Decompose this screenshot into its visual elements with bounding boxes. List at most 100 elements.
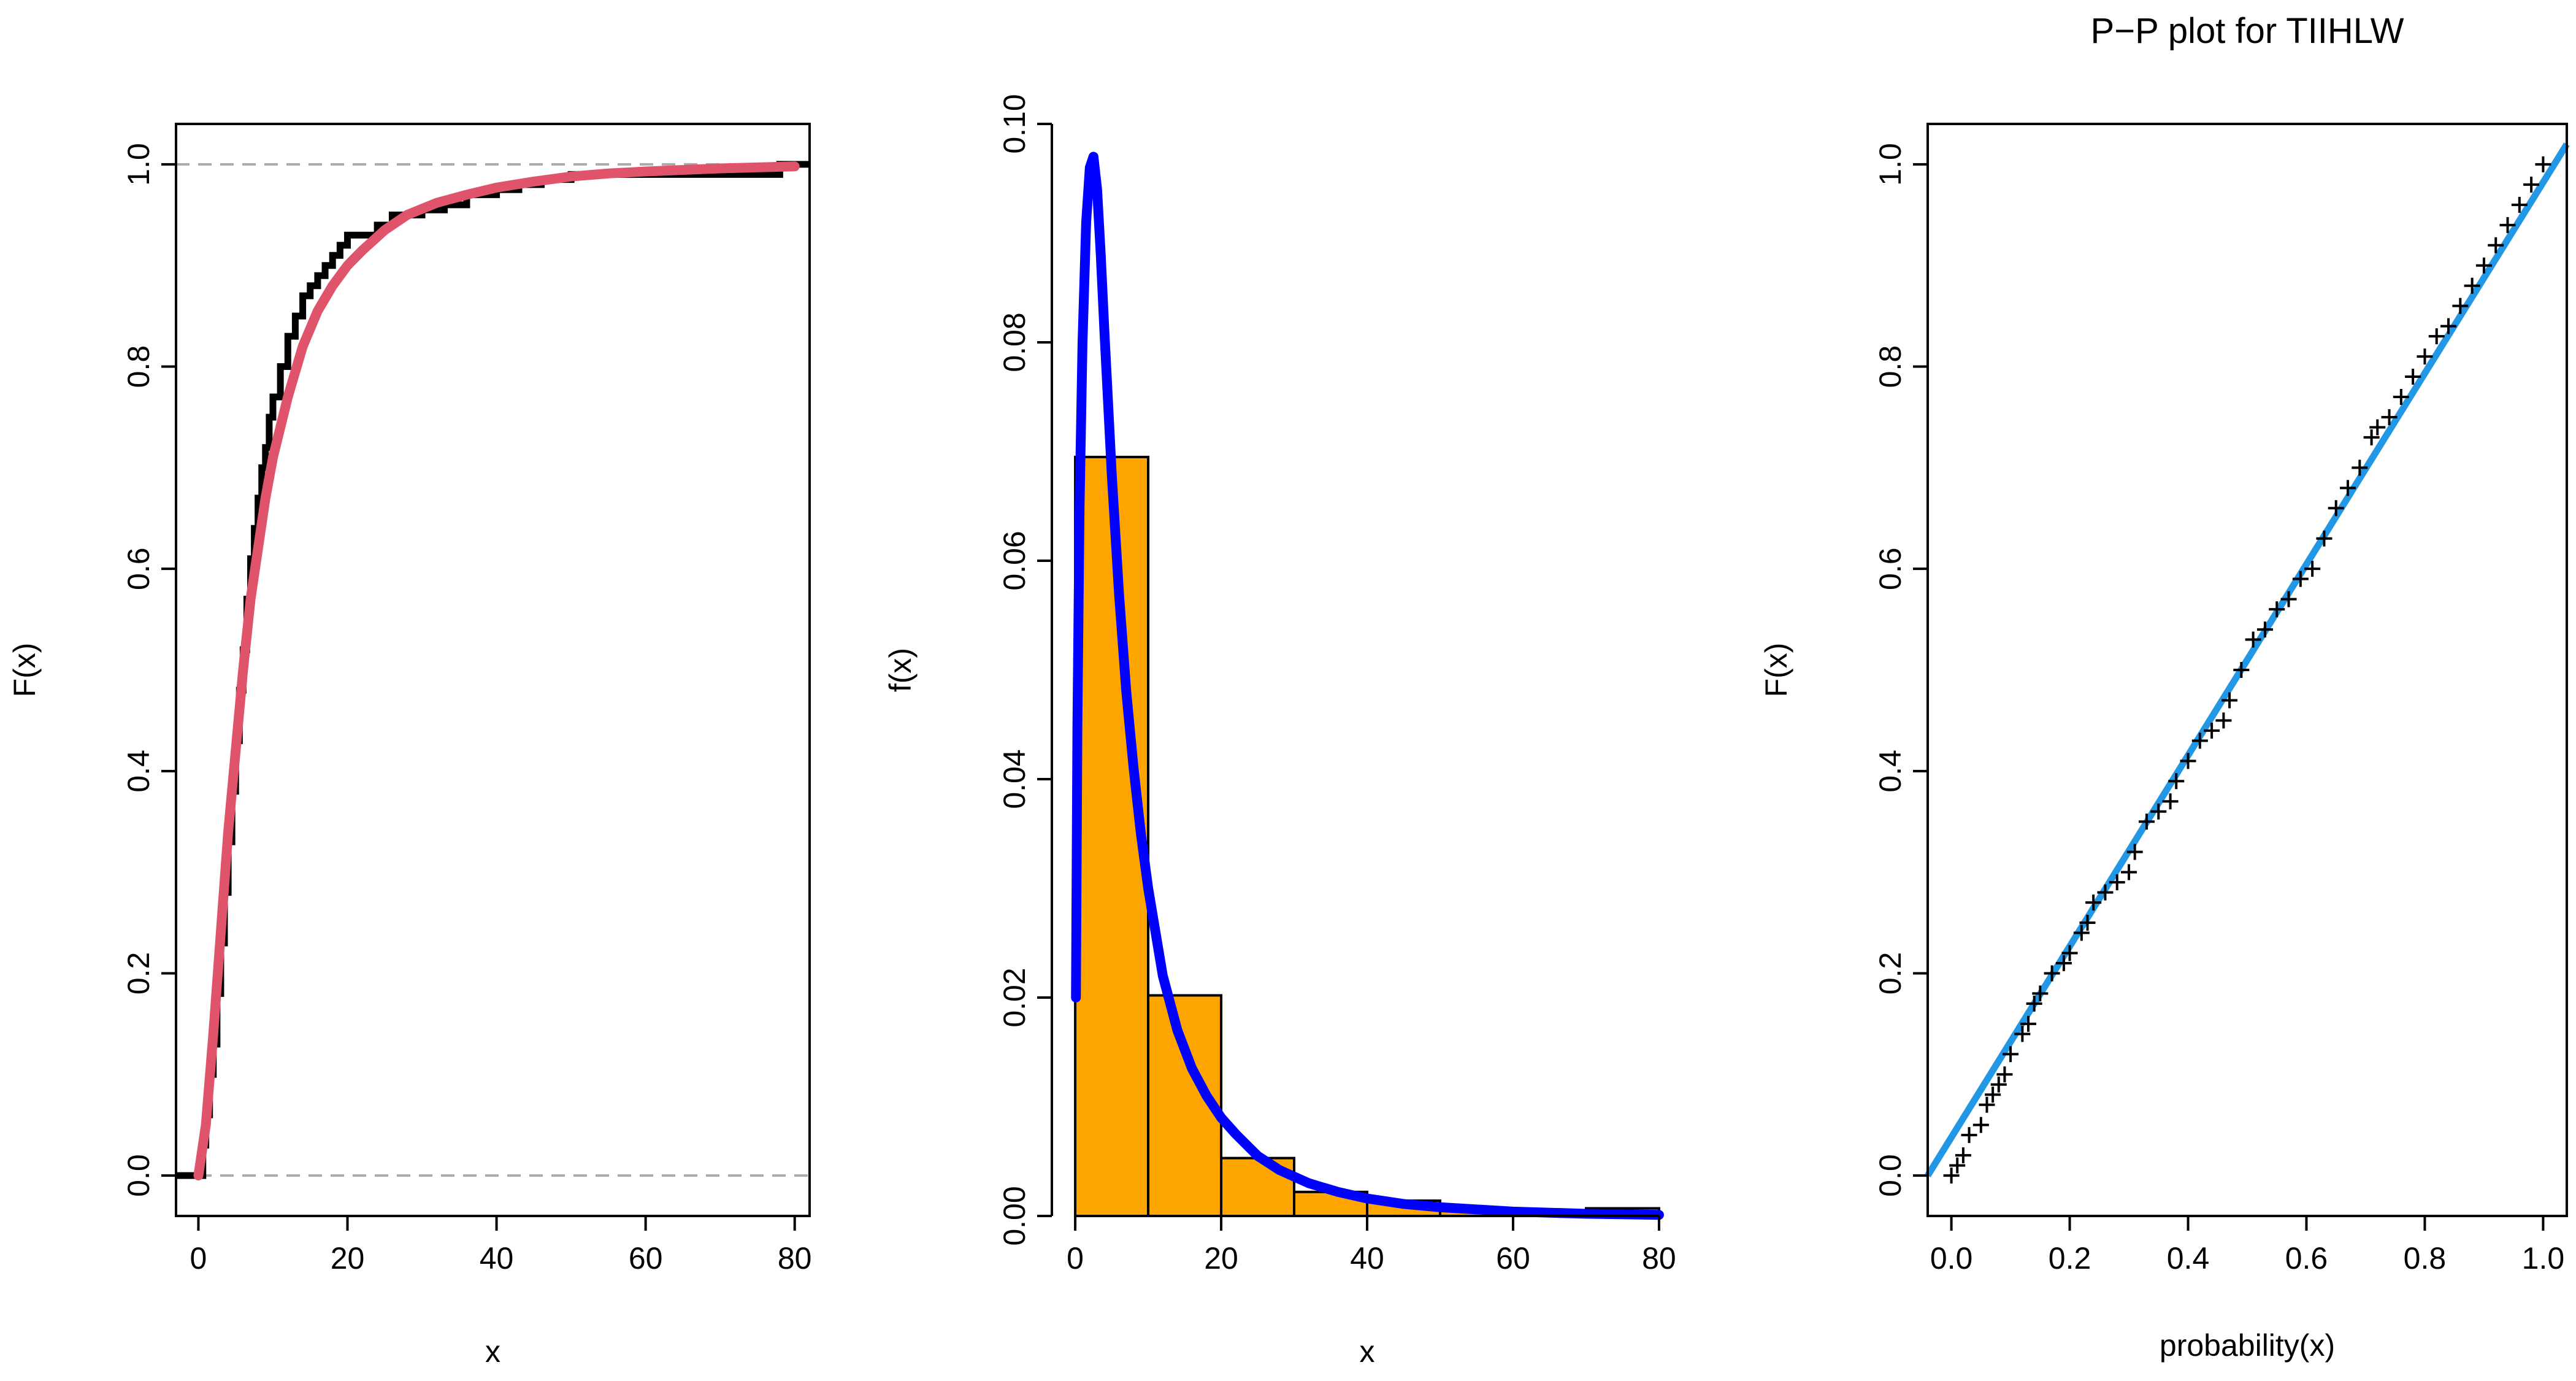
pp-point: [2085, 894, 2102, 911]
pp-point: [2014, 1026, 2031, 1042]
pp-point: [2393, 389, 2409, 405]
pp-point: [2215, 712, 2232, 729]
y-tick-label: 0.0: [121, 1154, 156, 1197]
pp-point: [1955, 1147, 1971, 1164]
pp-point: [2475, 257, 2492, 274]
pp-point: [1985, 1087, 2001, 1103]
pp-point: [2464, 277, 2480, 294]
pp-point: [2162, 793, 2179, 810]
pp-point: [2440, 318, 2457, 334]
pp-point: [2352, 460, 2368, 476]
pp-point: [1990, 1076, 2007, 1093]
pp-point: [2020, 1015, 2037, 1032]
x-axis-title: x: [485, 1334, 500, 1369]
pp-point: [2363, 429, 2380, 445]
pp-point: [2073, 925, 2090, 941]
pp-point: [2428, 328, 2445, 345]
pp-point: [2233, 662, 2250, 678]
y-axis-title: F(x): [7, 643, 42, 698]
pp-point: [2328, 500, 2344, 517]
pp-point: [1961, 1127, 1977, 1144]
x-tick-label: 40: [1350, 1241, 1384, 1275]
y-tick-label: 0.4: [121, 750, 156, 793]
y-tick-label: 0.04: [997, 749, 1032, 809]
pp-point: [2369, 419, 2386, 436]
pp-point: [2535, 156, 2551, 172]
y-tick-label: 1.0: [1873, 143, 1907, 186]
y-tick-label: 0.2: [1873, 952, 1907, 995]
pp-point: [1949, 1157, 1966, 1174]
fitted-density-curve: [1071, 152, 1664, 1220]
y-tick-label: 0.02: [997, 967, 1032, 1027]
pp-point: [2097, 884, 2114, 901]
x-tick-label: 0.4: [2167, 1241, 2210, 1275]
x-tick-label: 1.0: [2522, 1241, 2565, 1275]
plot-title: P−P plot for TIIHLW: [2091, 11, 2404, 51]
pp-point: [1943, 1168, 1960, 1184]
pp-point: [2405, 369, 2421, 385]
x-tick-label: 0.0: [1930, 1241, 1973, 1275]
pp-point: [2523, 176, 2540, 193]
x-tick-label: 80: [1642, 1241, 1676, 1275]
pp-point: [2026, 995, 2042, 1012]
x-axis-title: probability(x): [2160, 1328, 2335, 1363]
pp-point: [2417, 348, 2433, 365]
plot-frame: [175, 123, 811, 1217]
pp-point: [2109, 874, 2125, 891]
y-tick-label: 0.08: [997, 312, 1032, 372]
fitted-cdf-line: [193, 161, 800, 1181]
pp-point: [1972, 1117, 1989, 1133]
pp-point: [2180, 753, 2196, 769]
y-axis-title: F(x): [1759, 643, 1793, 698]
pp-point: [2150, 803, 2167, 820]
pp-point: [2511, 196, 2528, 213]
pp-point: [2126, 844, 2143, 860]
x-tick-label: 80: [778, 1241, 812, 1275]
y-tick-label: 0.6: [1873, 547, 1907, 590]
pp-point: [2121, 864, 2137, 880]
y-tick-label: 1.0: [121, 143, 156, 186]
pp-point: [2204, 722, 2220, 739]
y-tick-label: 0.10: [997, 94, 1032, 153]
x-tick-label: 20: [1204, 1241, 1238, 1275]
y-tick-label: 0.06: [997, 531, 1032, 590]
x-tick-label: 0.6: [2285, 1241, 2328, 1275]
pp-point: [2079, 915, 2096, 931]
pp-point: [1979, 1096, 1995, 1113]
pp-point: [2488, 237, 2504, 253]
pp-point: [2499, 217, 2516, 233]
x-tick-label: 0: [190, 1241, 207, 1275]
y-tick-label: 0.00: [997, 1186, 1032, 1245]
pp-plot-panel: 0.0 0.2 0.4 0.6 0.8 1.0 0.0 0.2 0.4 0.6 0.8 1.0 prob…: [1759, 11, 2570, 1363]
y-tick-label: 0.6: [121, 547, 156, 590]
pp-point: [2191, 733, 2208, 749]
pp-point: [2292, 571, 2309, 587]
x-tick-label: 20: [331, 1241, 365, 1275]
pp-point: [1996, 1066, 2013, 1083]
pp-point: [2061, 945, 2078, 961]
pp-point: [2316, 530, 2333, 547]
pp-point: [2256, 621, 2273, 638]
pp-point: [2032, 985, 2049, 1002]
pp-point: [2304, 561, 2321, 577]
histogram-density-panel: 0 20 40 60 80 0.00 0.02 0.04 0.06 0.08 0.10 x f(x): [883, 94, 1676, 1369]
y-tick-label: 0.4: [1873, 750, 1907, 793]
pp-point: [2340, 480, 2356, 496]
x-tick-label: 0.2: [2049, 1241, 2091, 1275]
pp-point: [2044, 965, 2060, 982]
pp-point: [2381, 409, 2398, 425]
pp-point: [2168, 773, 2185, 790]
y-tick-label: 0.8: [121, 345, 156, 388]
x-tick-label: 40: [480, 1241, 514, 1275]
pp-point: [2245, 631, 2261, 648]
x-tick-label: 60: [1496, 1241, 1530, 1275]
pp-point: [2055, 955, 2072, 971]
plot-frame: [1926, 123, 2568, 1217]
pp-point: [2280, 591, 2297, 607]
x-tick-label: 0: [1067, 1241, 1084, 1275]
y-axis-title: f(x): [883, 648, 918, 692]
x-axis-title: x: [1360, 1334, 1375, 1369]
pp-point: [2221, 692, 2238, 709]
pp-point: [2003, 1046, 2019, 1063]
